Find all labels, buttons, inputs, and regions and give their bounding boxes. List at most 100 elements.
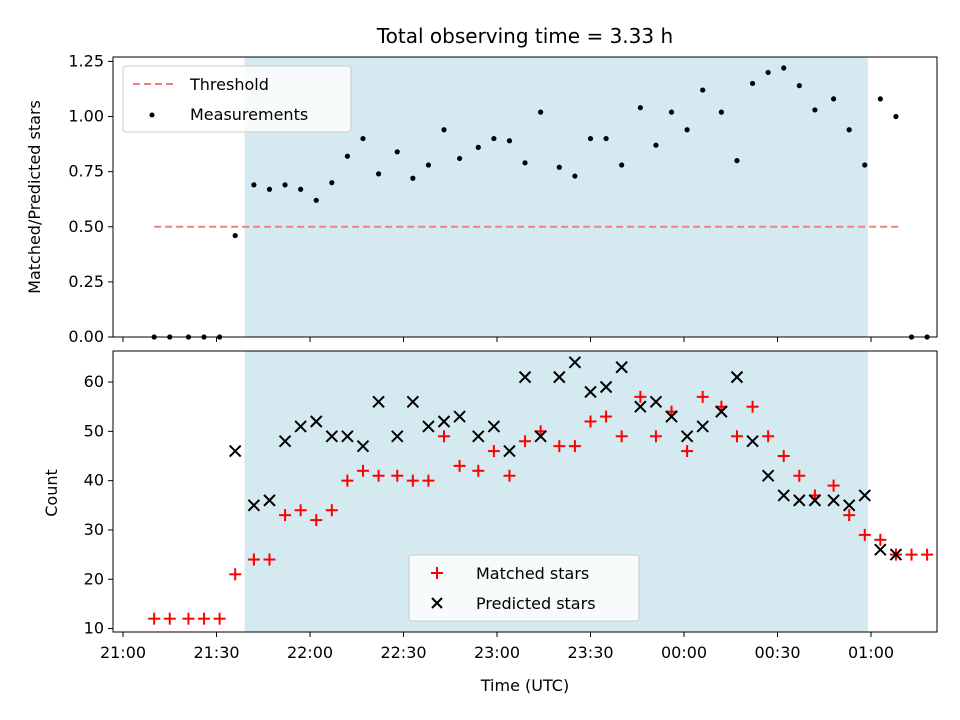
measurement-point (796, 83, 802, 89)
bottom-y-axis-label: Count (42, 469, 61, 517)
matched-star-point (487, 445, 500, 458)
y-tick-label: 20 (84, 569, 104, 588)
measurement-point (619, 162, 625, 168)
y-tick-label: 60 (84, 372, 104, 391)
predicted-star-point (341, 430, 354, 443)
measurement-point (491, 135, 497, 142)
predicted-star-point (761, 469, 775, 482)
measurement-point (587, 135, 594, 142)
predicted-star-point (325, 430, 339, 443)
measurement-point (313, 197, 319, 203)
measurement-point (375, 171, 382, 177)
matched-star-point (600, 410, 613, 423)
measurement-point (344, 153, 350, 159)
matched-star-point (213, 612, 226, 625)
y-tick-label: 30 (84, 520, 104, 539)
matched-star-point (905, 548, 918, 561)
measurement-point (251, 182, 257, 188)
predicted-star-point (827, 494, 840, 507)
x-tick-label: 00:00 (661, 643, 707, 662)
x-tick-label: 00:30 (754, 643, 800, 662)
measurement-point (572, 173, 578, 179)
predicted-star-point (715, 405, 728, 418)
predicted-star-point (746, 435, 759, 448)
top-legend: Threshold Measurements (122, 65, 352, 133)
predicted-star-point (730, 370, 744, 384)
matched-star-point (696, 390, 709, 403)
predicted-star-point (842, 499, 856, 512)
predicted-star-point (568, 356, 582, 369)
measurement-point (765, 69, 771, 76)
measurement-point (831, 96, 837, 102)
y-tick-label: 0.50 (68, 217, 104, 236)
measurement-point (734, 158, 740, 164)
predicted-star-point (889, 548, 903, 561)
matched-star-point (762, 430, 775, 443)
plot-frame (112, 350, 938, 633)
top-legend-box (122, 65, 352, 133)
predicted-star-point (247, 499, 261, 512)
matched-star-point (568, 440, 581, 453)
predicted-star-point (696, 420, 709, 433)
matched-star-point (310, 514, 323, 527)
plot-frame (112, 56, 938, 338)
matched-star-point (163, 612, 176, 625)
measurement-point (457, 155, 463, 162)
predicted-star-point (874, 543, 887, 556)
top-y-axis-label: Matched/Predicted stars (25, 100, 44, 294)
matched-star-point (503, 469, 516, 482)
matched-star-point (584, 415, 597, 428)
matched-star-point (649, 430, 662, 443)
measurement-point (282, 182, 288, 188)
measurement-point (781, 65, 787, 71)
measurement-point (522, 160, 528, 166)
predicted-stars-legend-label: Predicted stars (476, 594, 596, 613)
predicted-star-point (406, 395, 420, 408)
x-tick-label: 23:30 (567, 643, 613, 662)
chart-title: Total observing time = 3.33 h (376, 24, 673, 48)
x-tick-label: 22:30 (380, 643, 426, 662)
matched-star-point (519, 435, 532, 448)
measurement-point (637, 105, 643, 111)
matched-star-point (263, 553, 276, 566)
measurement-point (298, 186, 304, 192)
bottom-legend-box (408, 554, 640, 622)
predicted-star-point (263, 494, 276, 507)
matched-star-point (827, 479, 840, 492)
matched-star-point (681, 445, 694, 458)
top-panel: 0.00 0.25 0.50 0.75 1.00 1.25 Matched/Predict… (25, 51, 938, 346)
matched-star-point (438, 430, 451, 443)
measurements-legend-label: Measurements (190, 105, 308, 124)
matched-star-point (843, 509, 856, 522)
measurement-point (877, 96, 883, 102)
x-tick-label: 21:30 (193, 643, 239, 662)
x-tick-label: 22:00 (287, 643, 333, 662)
measurement-point (232, 232, 238, 239)
matched-star-point (148, 612, 161, 625)
bottom-legend: Matched stars Predicted stars (408, 554, 640, 622)
predicted-star-point (356, 439, 370, 453)
predicted-star-point (228, 444, 242, 458)
threshold-legend-label: Threshold (189, 75, 269, 94)
predicted-star-point (649, 395, 663, 408)
measurement-point (749, 80, 756, 87)
matched-star-point (341, 474, 354, 487)
predicted-star-point (391, 430, 404, 443)
matched-star-point (356, 464, 369, 477)
matched-star-point (294, 504, 307, 517)
predicted-star-point (599, 380, 613, 394)
measurement-point (668, 109, 675, 115)
predicted-star-point (634, 400, 647, 413)
predicted-star-point (372, 395, 385, 408)
matched-star-point (921, 548, 934, 561)
predicted-star-point (487, 420, 501, 433)
matched-star-point (615, 430, 628, 443)
predicted-star-point (472, 430, 485, 443)
measurement-point (506, 138, 513, 144)
measurement-point (893, 113, 899, 120)
predicted-star-point (294, 420, 307, 433)
matched-star-point (198, 612, 211, 625)
matched-star-point (422, 474, 435, 487)
bottom-panel: 10 20 30 40 50 60 21:00 21:30 22:00 22:30 23:00 23:… (42, 350, 938, 695)
matched-star-point (553, 440, 566, 453)
